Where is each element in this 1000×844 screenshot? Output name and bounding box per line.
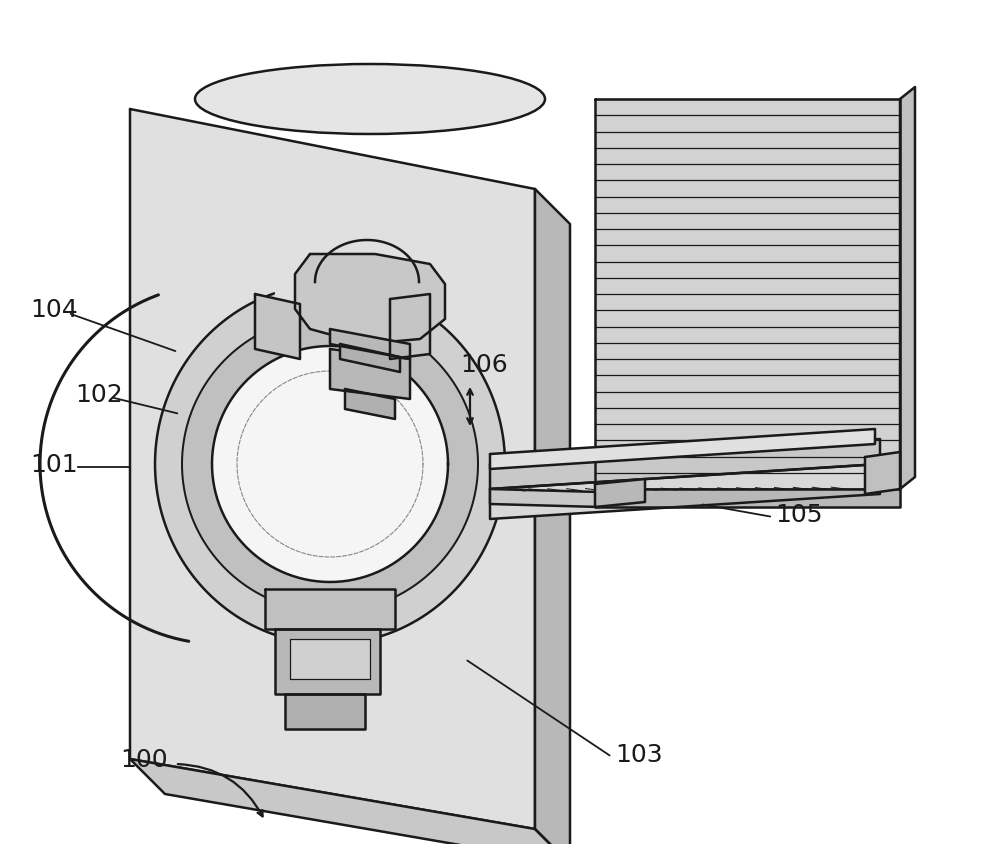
Polygon shape bbox=[390, 295, 430, 360]
Polygon shape bbox=[275, 279, 385, 360]
Polygon shape bbox=[275, 630, 380, 694]
Polygon shape bbox=[340, 344, 400, 372]
Text: 106: 106 bbox=[460, 353, 508, 376]
Polygon shape bbox=[130, 759, 570, 844]
Text: 100: 100 bbox=[120, 747, 168, 771]
Polygon shape bbox=[865, 452, 900, 495]
Text: 105: 105 bbox=[775, 502, 822, 527]
Polygon shape bbox=[535, 190, 570, 844]
Polygon shape bbox=[595, 100, 900, 490]
Polygon shape bbox=[155, 284, 505, 644]
Polygon shape bbox=[295, 255, 445, 344]
Polygon shape bbox=[330, 349, 410, 399]
Polygon shape bbox=[490, 490, 600, 507]
Text: 104: 104 bbox=[30, 298, 78, 322]
Polygon shape bbox=[595, 479, 645, 507]
Text: 101: 101 bbox=[30, 452, 78, 476]
Polygon shape bbox=[255, 295, 300, 360]
Polygon shape bbox=[130, 110, 535, 829]
Text: 102: 102 bbox=[75, 382, 123, 407]
Polygon shape bbox=[595, 490, 900, 507]
Polygon shape bbox=[900, 88, 915, 490]
Polygon shape bbox=[330, 330, 410, 360]
Polygon shape bbox=[182, 316, 478, 612]
Text: 103: 103 bbox=[615, 742, 663, 766]
Polygon shape bbox=[345, 390, 395, 419]
Polygon shape bbox=[212, 347, 448, 582]
Polygon shape bbox=[285, 694, 365, 729]
Polygon shape bbox=[490, 430, 875, 469]
Polygon shape bbox=[290, 639, 370, 679]
Ellipse shape bbox=[195, 65, 545, 135]
Polygon shape bbox=[490, 440, 880, 490]
Polygon shape bbox=[265, 589, 395, 630]
Polygon shape bbox=[490, 464, 880, 519]
